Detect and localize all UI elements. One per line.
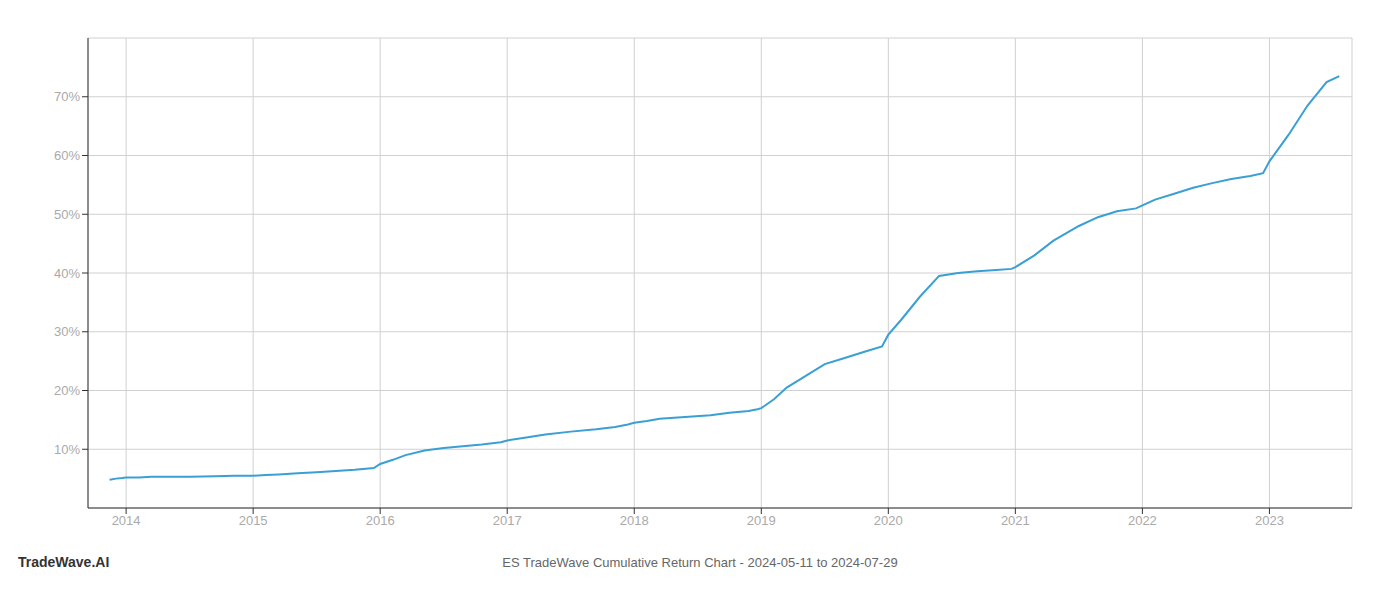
svg-text:2017: 2017	[493, 513, 522, 528]
svg-text:2022: 2022	[1128, 513, 1157, 528]
svg-text:2014: 2014	[112, 513, 141, 528]
svg-text:50%: 50%	[54, 207, 80, 222]
svg-text:2021: 2021	[1001, 513, 1030, 528]
svg-text:60%: 60%	[54, 148, 80, 163]
svg-text:70%: 70%	[54, 89, 80, 104]
svg-text:30%: 30%	[54, 324, 80, 339]
svg-text:2019: 2019	[747, 513, 776, 528]
html-text:ES TradeWave Cumulative Return: ES TradeWave Cumulative Return Chart - 2…	[502, 555, 898, 570]
svg-text:2023: 2023	[1255, 513, 1284, 528]
svg-text:2018: 2018	[620, 513, 649, 528]
svg-text:20%: 20%	[54, 383, 80, 398]
html-text:TradeWave.AI: TradeWave.AI	[18, 554, 110, 570]
svg-text:10%: 10%	[54, 442, 80, 457]
svg-text:40%: 40%	[54, 266, 80, 281]
svg-text:2015: 2015	[239, 513, 268, 528]
svg-text:2016: 2016	[366, 513, 395, 528]
svg-text:2020: 2020	[874, 513, 903, 528]
